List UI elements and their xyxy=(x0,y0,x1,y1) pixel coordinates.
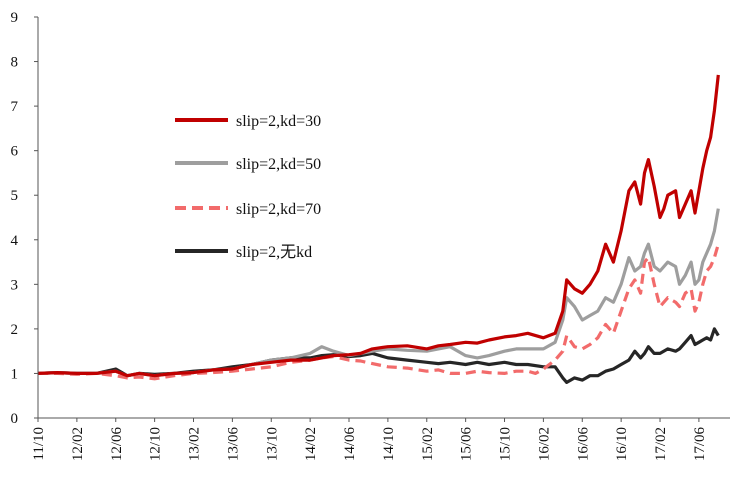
x-tick-label: 17/06 xyxy=(692,427,708,462)
x-tick-label: 15/02 xyxy=(420,427,436,461)
x-tick-label: 17/02 xyxy=(653,427,669,461)
x-tick-label: 14/02 xyxy=(303,427,319,461)
y-tick-label: 4 xyxy=(11,233,19,249)
legend-label-2: slip=2,kd=70 xyxy=(236,201,321,218)
x-tick-label: 16/06 xyxy=(575,427,591,462)
y-tick-label: 0 xyxy=(11,411,19,427)
x-tick-label: 16/02 xyxy=(536,427,552,461)
axes: 0 1 2 3 4 5 6 7 8 9 11/10 12/02 12/06 12/10 13/02 13/06… xyxy=(11,10,730,462)
series-line-0 xyxy=(37,74,720,378)
x-tick-label: 13/02 xyxy=(187,427,203,461)
series-lines xyxy=(37,74,720,384)
legend: slip=2,kd=30 slip=2,kd=50 slip=2,kd=70 slip… xyxy=(175,113,321,261)
x-tick-label: 13/10 xyxy=(264,427,280,461)
y-tick-label: 9 xyxy=(11,10,19,26)
x-tick-label: 15/10 xyxy=(498,427,514,461)
y-tick-label: 5 xyxy=(11,188,19,204)
x-tick-label: 11/10 xyxy=(31,427,47,461)
x-tick-label: 12/06 xyxy=(109,427,125,462)
legend-label-0: slip=2,kd=30 xyxy=(236,113,321,130)
series-line-1 xyxy=(37,208,720,378)
y-tick-label: 2 xyxy=(11,322,19,338)
legend-label-3: slip=2,无kd xyxy=(236,244,312,261)
y-tick-label: 3 xyxy=(11,277,19,293)
x-tick-label: 12/10 xyxy=(148,427,164,461)
x-tick-label: 16/10 xyxy=(614,427,630,461)
y-tick-label: 7 xyxy=(11,99,19,115)
x-tick-label: 12/02 xyxy=(70,427,86,461)
x-tick-label: 14/06 xyxy=(342,427,358,462)
series-line-2 xyxy=(38,243,720,381)
x-tick-label: 14/10 xyxy=(381,427,397,461)
x-tick-label: 15/06 xyxy=(459,427,475,462)
legend-label-1: slip=2,kd=50 xyxy=(236,156,321,173)
y-tick-label: 6 xyxy=(11,144,19,160)
y-tick-label: 1 xyxy=(11,366,19,382)
y-tick-label: 8 xyxy=(11,55,19,71)
x-tick-label: 13/06 xyxy=(225,427,241,462)
